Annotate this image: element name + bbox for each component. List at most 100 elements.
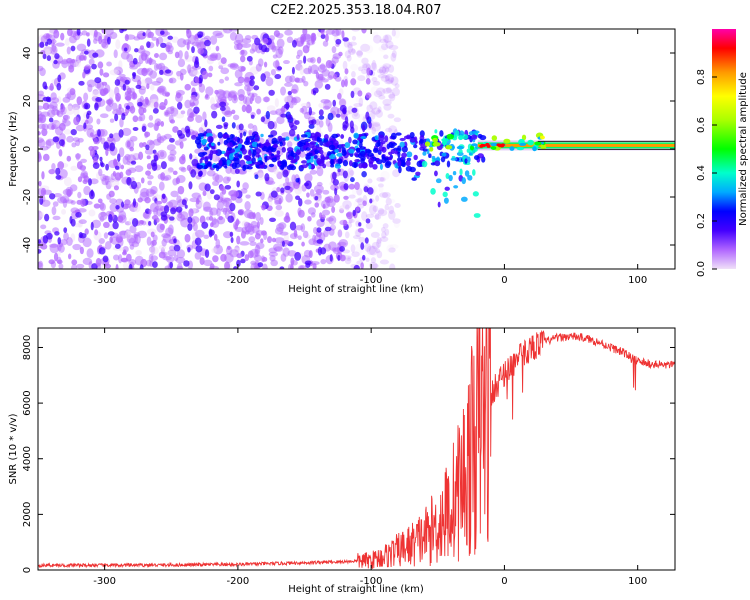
spectrogram-cell [458, 135, 464, 141]
spectrogram-cell [250, 114, 255, 119]
spectrogram-cell [356, 147, 361, 154]
spectrogram-cell [343, 183, 349, 190]
spectrogram-cell [215, 238, 221, 249]
spectrogram-cell [387, 94, 396, 99]
spectrogram-cell [63, 129, 72, 135]
spectrogram-cell [285, 212, 290, 220]
spectrogram-cell [44, 213, 50, 222]
spectrogram-cell [279, 160, 287, 165]
spectrogram-cell [230, 236, 234, 244]
spectrogram-cell [233, 190, 240, 198]
spectrogram-cell [144, 148, 155, 155]
spectrogram-cell [195, 39, 202, 48]
spectrogram-cell [490, 142, 498, 147]
spectrogram-y-tick-label: 40 [22, 47, 33, 60]
spectrogram-cell [329, 254, 333, 262]
spectrogram-cell [146, 155, 151, 160]
snr-x-tick-label: -200 [227, 576, 250, 587]
snr-background [38, 328, 675, 570]
spectrogram-cell [197, 34, 202, 39]
spectrogram-cell [199, 215, 206, 224]
spectrogram-cell [467, 174, 473, 181]
spectrogram-cell [380, 140, 386, 145]
spectrogram-cell [372, 205, 379, 212]
spectrogram-cell [377, 139, 381, 147]
spectrogram-cell [359, 146, 366, 150]
spectrogram-cell [280, 113, 288, 118]
spectrogram-cell [219, 185, 225, 192]
spectrogram-cell [55, 174, 62, 180]
spectrogram-cell [333, 73, 338, 80]
spectrogram-cell [361, 162, 368, 169]
spectrogram-cell [320, 29, 325, 35]
spectrogram-cell [320, 247, 327, 255]
spectrogram-cell [270, 68, 276, 76]
spectrogram-cell [388, 151, 393, 156]
spectrogram-cell [186, 29, 190, 34]
spectrogram-cell [172, 170, 178, 176]
spectrogram-cell [291, 66, 295, 75]
spectrogram-cell [93, 29, 98, 38]
spectrogram-cell [368, 121, 372, 129]
spectrogram-y-tick-label: 20 [22, 95, 33, 108]
spectrogram-cell [276, 187, 281, 193]
spectrogram-cell [351, 29, 361, 32]
spectrogram-cell [265, 76, 274, 87]
spectrogram-cell [337, 254, 341, 262]
spectrogram-cell [392, 218, 401, 224]
spectrogram-cell [481, 144, 486, 148]
spectrogram-cell [217, 131, 223, 139]
spectrogram-cell [229, 133, 234, 139]
spectrogram-cell [521, 134, 527, 141]
spectrogram-cell [205, 86, 214, 96]
carrier-line-inner [477, 143, 675, 147]
spectrogram-cell [68, 64, 75, 73]
spectrogram-cell [259, 143, 264, 149]
spectrogram-cell [177, 129, 183, 137]
spectrogram-cell [126, 53, 134, 63]
spectrogram-cell [212, 255, 219, 263]
spectrogram-cell [380, 170, 390, 181]
spectrogram-cell [148, 209, 152, 215]
spectrogram-cell [437, 201, 441, 208]
spectrogram-cell [95, 96, 103, 102]
spectrogram-cell [178, 50, 183, 59]
spectrogram-cell [376, 176, 385, 182]
spectrogram-cell [322, 189, 330, 195]
spectrogram-cell [175, 113, 185, 119]
spectrogram-cell [471, 143, 478, 147]
spectrogram-cell [223, 122, 229, 127]
spectrogram-cell [347, 167, 354, 178]
spectrogram-cell [193, 106, 200, 114]
spectrogram-cell [169, 261, 174, 269]
spectrogram-cell [540, 144, 547, 150]
spectrogram-cell [144, 77, 153, 85]
spectrogram-cell [170, 190, 179, 198]
spectrogram-cell [289, 264, 294, 269]
spectrogram-cell [301, 160, 308, 164]
spectrogram-cell [51, 124, 55, 130]
spectrogram-cell [441, 152, 447, 157]
spectrogram-cell [378, 207, 385, 215]
spectrogram-cell [498, 144, 503, 148]
spectrogram-cell [179, 141, 184, 149]
spectrogram-cell [299, 265, 305, 269]
spectrogram-cell [265, 110, 270, 120]
spectrogram-heatmap [38, 29, 675, 269]
spectrogram-cell [270, 259, 278, 267]
spectrogram-cell [86, 248, 94, 259]
spectrogram-cell [179, 155, 186, 165]
spectrogram-cell [460, 196, 468, 202]
spectrogram-cell [59, 139, 65, 147]
spectrogram-cell [80, 158, 87, 163]
spectrogram-cell [274, 199, 280, 205]
spectrogram-cell [397, 151, 401, 158]
spectrogram-cell [224, 76, 230, 81]
spectrogram-cell [378, 184, 384, 193]
spectrogram-cell [372, 34, 382, 44]
spectrogram-cell [283, 240, 290, 245]
spectrogram-cell [160, 172, 166, 181]
spectrogram-cell [371, 126, 376, 135]
spectrogram-cell [132, 72, 136, 80]
spectrogram-cell [380, 75, 390, 82]
